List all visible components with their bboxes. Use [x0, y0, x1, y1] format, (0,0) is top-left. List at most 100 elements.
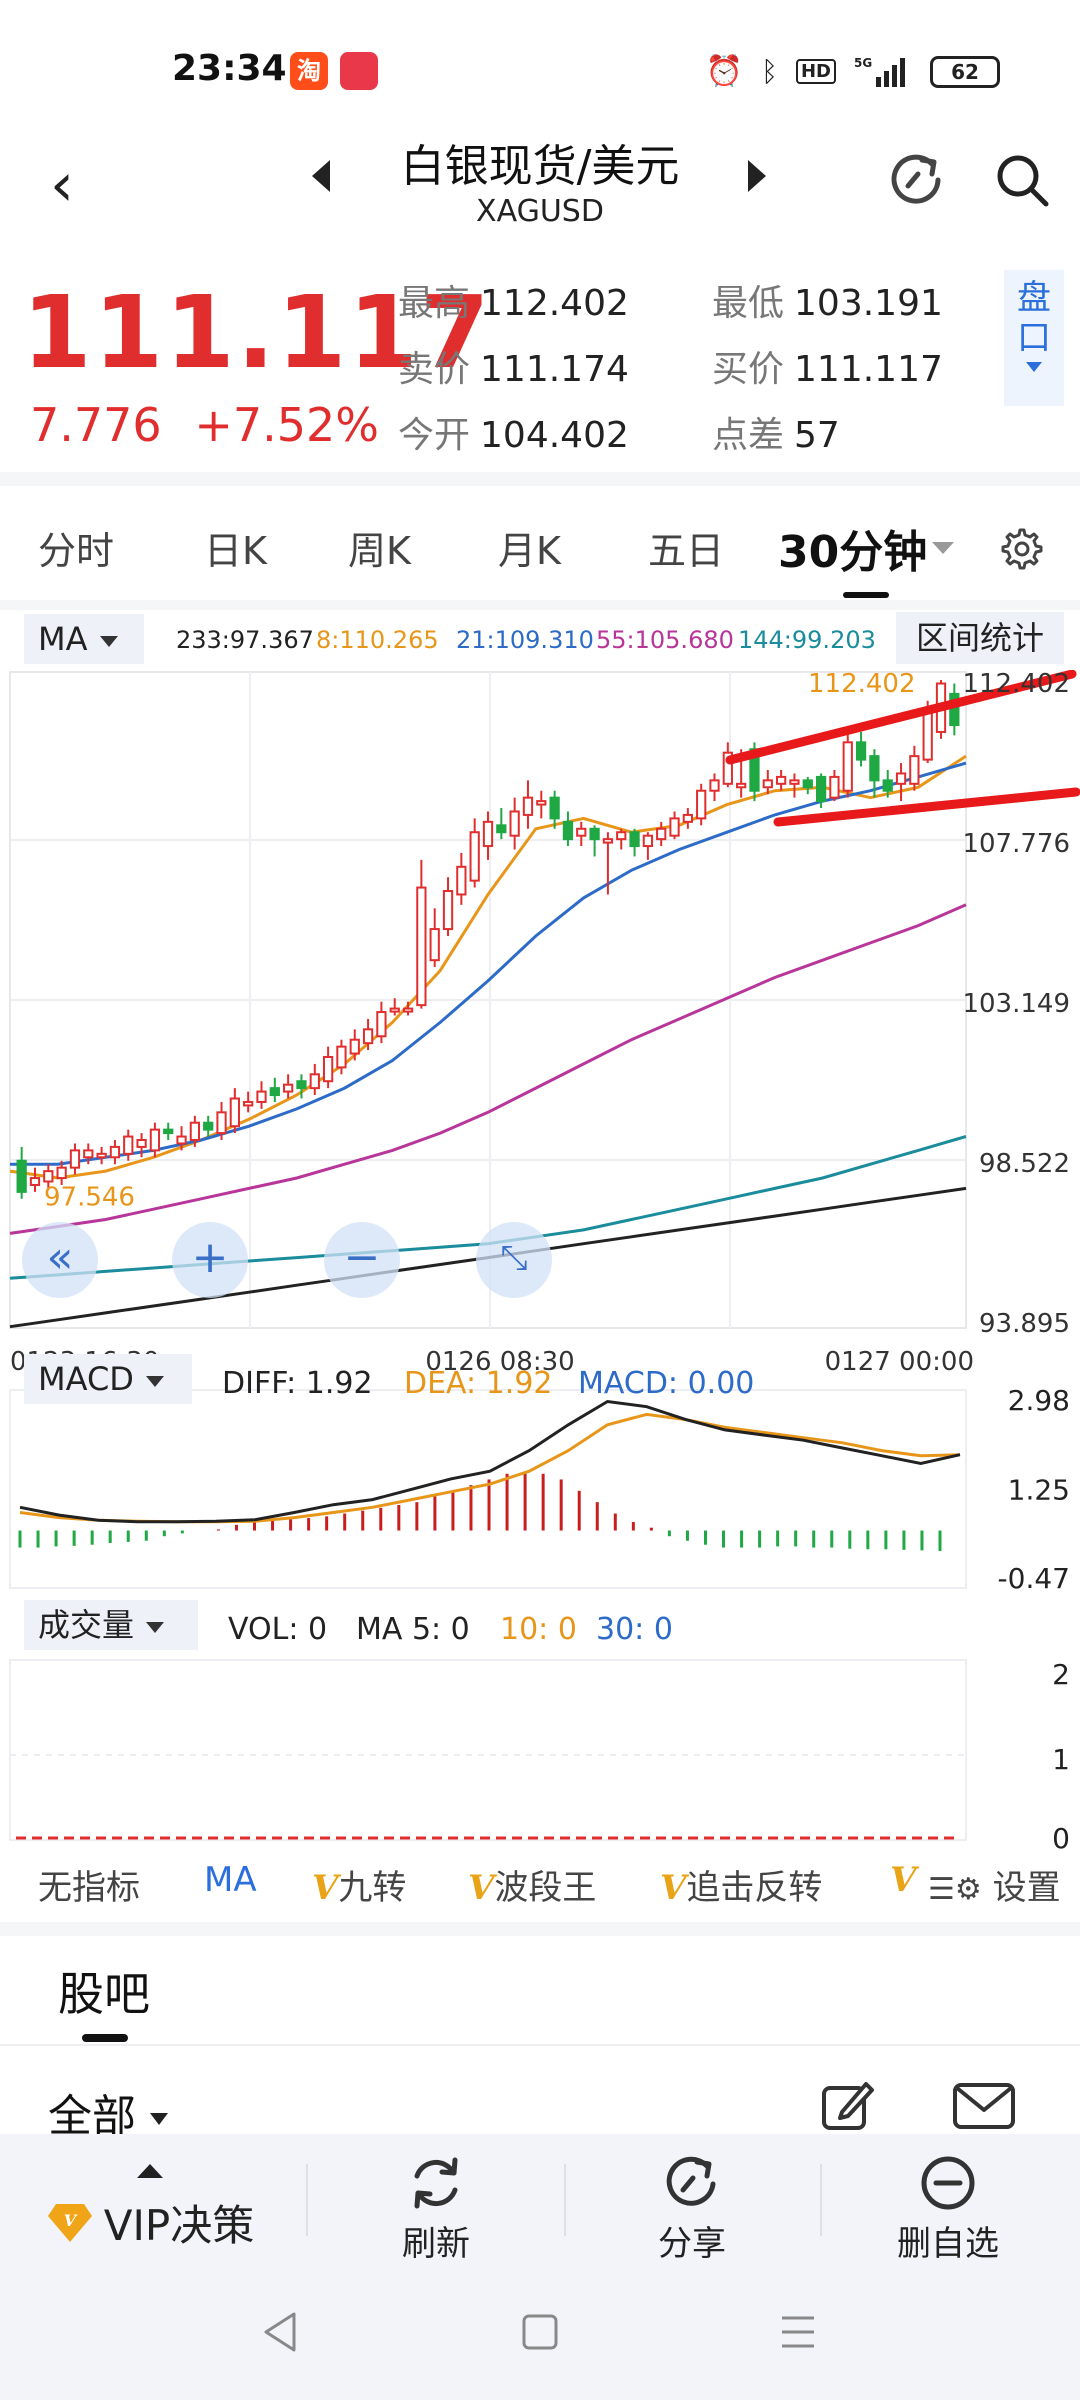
macd-selector-label: MACD [38, 1360, 134, 1398]
price-tick-label: 103.149 [962, 989, 1070, 1019]
svg-text:V: V [64, 2211, 78, 2230]
ma233-value: 233:97.367 [176, 626, 314, 654]
system-nav-bar [0, 2264, 1080, 2400]
indicator-more[interactable]: V [890, 1860, 916, 1900]
ma-selector[interactable]: MA [24, 614, 144, 664]
lower-channel-line [773, 787, 1080, 827]
ma55-value: 55:105.680 [596, 626, 734, 654]
message-icon[interactable] [952, 2082, 1016, 2130]
guba-filter[interactable]: 全部 [48, 2080, 168, 2144]
candle-body [482, 820, 494, 848]
candle-body [389, 1007, 400, 1013]
tab-30min[interactable]: 30分钟 [778, 527, 928, 578]
vip-v-icon: V [312, 1868, 339, 1908]
red-app-icon [340, 52, 378, 90]
macd-tick-label: 1.25 [1008, 1473, 1070, 1506]
candle-body [656, 827, 667, 841]
kline-chart[interactable]: 112.402 97.546 112.402 107.776 103.149 98.52… [0, 670, 1080, 1850]
indicator-jiuzhuan[interactable]: V九转 [312, 1868, 407, 1908]
time-tick-label: 0126 08:30 [425, 1347, 574, 1377]
interval-stats-button[interactable]: 区间统计 [896, 612, 1064, 664]
vip-diamond-icon: V [47, 2203, 92, 2242]
settings-label: 设置 [992, 1868, 1061, 1908]
indicator-ma[interactable]: MA [204, 1860, 257, 1900]
time-tick-label: 0127 00:00 [825, 1347, 974, 1377]
macd-diff-line [19, 1399, 961, 1524]
ma8-value: 8:110.265 [316, 626, 439, 654]
candle-body [522, 796, 534, 816]
volume-frame [9, 1659, 967, 1841]
volume-selector[interactable]: 成交量 [24, 1600, 198, 1650]
candle-body [496, 824, 507, 834]
back-icon[interactable]: ‹ [50, 150, 74, 220]
edit-post-icon[interactable] [820, 2076, 876, 2132]
chevron-down-icon [146, 1621, 165, 1633]
quote-low: 最低 103.191 [712, 283, 943, 324]
signal-5g-icon: 5G [854, 56, 905, 87]
volume-selector-label: 成交量 [38, 1606, 135, 1644]
prev-symbol-icon[interactable] [312, 160, 330, 192]
next-symbol-icon[interactable] [748, 160, 766, 192]
candle-body [256, 1090, 267, 1103]
zoom-in-button[interactable]: + [172, 1222, 248, 1298]
price-tick-label: 98.522 [979, 1149, 1070, 1179]
tab-weekly[interactable]: 周K [348, 529, 411, 573]
high-marker-label: 112.402 [808, 670, 916, 699]
battery-icon: 62 [930, 55, 1000, 88]
share-refresh-icon[interactable] [886, 150, 946, 210]
tab-dropdown-icon[interactable] [932, 542, 954, 554]
candle-body [815, 775, 827, 803]
candle-body [69, 1149, 81, 1169]
chevron-up-icon [137, 2164, 163, 2178]
candle-body [29, 1177, 41, 1186]
divider [0, 2044, 1080, 2046]
macd-selector[interactable]: MACD [24, 1354, 192, 1404]
candle-body [802, 779, 813, 789]
guba-title[interactable]: 股吧 [58, 1967, 150, 2021]
tab-five-day[interactable]: 五日 [648, 529, 725, 573]
candle-body [736, 782, 747, 789]
candle-body [43, 1170, 54, 1183]
tab-intraday[interactable]: 分时 [38, 529, 115, 573]
chart-grid [9, 671, 967, 1329]
nav-back-icon[interactable] [260, 2310, 300, 2354]
indicator-none[interactable]: 无指标 [38, 1868, 140, 1908]
vip-decision-button[interactable]: V VIP决策 [30, 2134, 270, 2264]
fullscreen-icon[interactable]: ⤡ [476, 1222, 552, 1298]
vip-decision-label: VIP决策 [103, 2201, 255, 2250]
candle-body [123, 1135, 134, 1155]
share-button[interactable]: 分享 [592, 2134, 792, 2264]
candle-body [536, 800, 547, 806]
candle-body [442, 890, 454, 931]
indicator-settings-button[interactable]: ☰⚙ 设置 [928, 1860, 1061, 1909]
divider [306, 2164, 308, 2236]
refresh-button[interactable]: 刷新 [336, 2134, 536, 2264]
volume-ma5: MA 5: 0 [356, 1612, 470, 1647]
bluetooth-icon: ᛒ [761, 55, 778, 88]
candle-body [322, 1056, 334, 1083]
pankou-button[interactable]: 盘口 [1004, 270, 1064, 406]
candle-body [16, 1159, 27, 1193]
tab-monthly[interactable]: 月K [498, 529, 561, 573]
candle-body [296, 1080, 307, 1090]
alarm-icon: ⏰ [705, 54, 744, 89]
candle-body [149, 1128, 161, 1152]
quote-high: 最高 112.402 [398, 283, 629, 324]
nav-menu-icon[interactable] [778, 2310, 818, 2354]
nav-home-icon[interactable] [520, 2310, 560, 2354]
remove-watchlist-button[interactable]: 删自选 [848, 2134, 1048, 2264]
change-percent: +7.52% [194, 398, 380, 452]
candle-body [229, 1097, 240, 1128]
indicator-boduanwang[interactable]: V波段王 [468, 1868, 597, 1908]
tab-daily[interactable]: 日K [204, 529, 267, 573]
scroll-left-button[interactable]: « [22, 1222, 98, 1298]
volume-value: VOL: 0 [228, 1612, 328, 1647]
indicator-zhuiji[interactable]: V追击反转 [660, 1868, 823, 1908]
zoom-out-button[interactable]: − [324, 1222, 400, 1298]
divider [564, 2164, 566, 2236]
macd-row: MACD DIFF: 1.92 DEA: 1.92 MACD: 0.00 [0, 1354, 1080, 1410]
search-icon[interactable] [992, 150, 1052, 210]
ma144-value: 144:99.203 [738, 626, 876, 654]
symbol-code: XAGUSD [476, 194, 604, 229]
gear-icon[interactable] [996, 524, 1044, 572]
